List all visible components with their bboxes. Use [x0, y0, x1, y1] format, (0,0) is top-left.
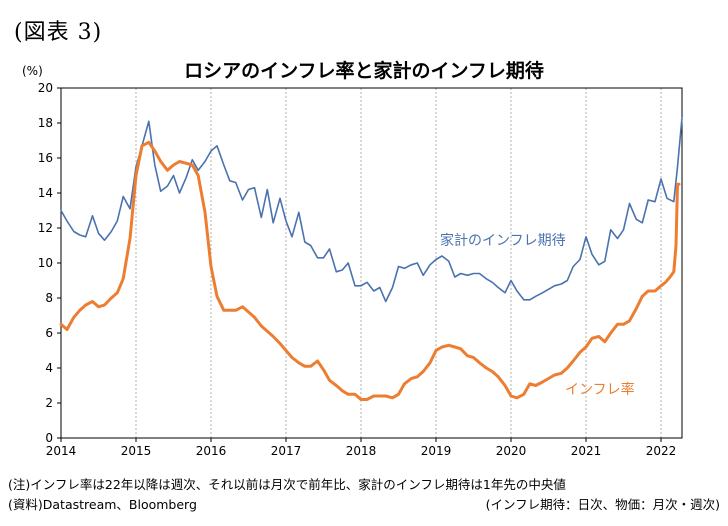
y-tick-label: 10 — [38, 256, 53, 270]
x-tick-label: 2016 — [196, 444, 227, 458]
footnote-note: (注)インフレ率は22年以降は週次、それ以前は月次で前年比、家計のインフレ期待は… — [8, 477, 566, 492]
y-tick-label: 12 — [38, 221, 53, 235]
y-tick-label: 2 — [45, 396, 53, 410]
inflation-line — [59, 140, 681, 401]
series-lines — [59, 117, 683, 401]
y-tick-label: 14 — [38, 186, 53, 200]
expectation-series-label: 家計のインフレ期待 — [440, 232, 566, 249]
footnote-source: (資料)Datastream、Bloomberg — [8, 497, 197, 512]
y-tick-label: 6 — [45, 326, 53, 340]
chart-axes — [57, 87, 683, 442]
x-tick-label: 2022 — [646, 444, 677, 458]
x-tick-label: 2017 — [271, 444, 302, 458]
x-tick-label: 2019 — [421, 444, 452, 458]
x-tick-label: 2020 — [496, 444, 527, 458]
y-axis-unit: (%) — [22, 64, 43, 78]
x-tick-label: 2018 — [346, 444, 377, 458]
chart-title: ロシアのインフレ率と家計のインフレ期待 — [184, 60, 544, 82]
y-tick-label: 20 — [38, 81, 53, 95]
y-tick-labels: 0 2 4 6 8 10 12 14 16 18 20 — [38, 81, 53, 445]
y-tick-label: 18 — [38, 116, 53, 130]
figure-label: (図表 3) — [14, 20, 103, 45]
x-tick-label: 2015 — [121, 444, 152, 458]
x-tick-labels: 2014 2015 2016 2017 2018 2019 2020 2021 2022 — [46, 444, 677, 458]
inflation-series-label: インフレ率 — [565, 381, 635, 398]
x-tick-label: 2014 — [46, 444, 77, 458]
y-tick-label: 16 — [38, 151, 53, 165]
y-tick-label: 0 — [45, 431, 53, 445]
footnote-frequency: (インフレ期待：日次、物価：月次・週次) — [485, 497, 720, 512]
x-tick-label: 2021 — [571, 444, 602, 458]
y-tick-label: 4 — [45, 361, 53, 375]
expectation-line — [60, 117, 683, 303]
y-tick-label: 8 — [45, 291, 53, 305]
